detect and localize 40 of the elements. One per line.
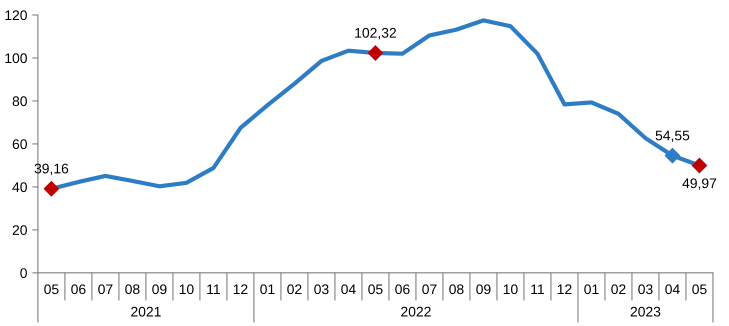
x-tick-label: 08 — [125, 284, 140, 294]
x-tick-label: 06 — [71, 284, 86, 294]
y-tick-label: 0 — [20, 268, 27, 278]
x-tick-label: 10 — [504, 284, 518, 294]
text: 2022 — [401, 306, 431, 317]
x-tick-label: 05 — [44, 284, 59, 294]
x-tick-label: 07 — [422, 284, 436, 294]
x-tick-label: 01 — [584, 284, 598, 294]
x-tick-label: 07 — [98, 284, 112, 294]
x-tick-label: 11 — [207, 284, 220, 294]
y-tick-label: 100 — [5, 53, 27, 64]
x-tick-label: 03 — [314, 284, 329, 294]
x-tick-label: 05 — [692, 284, 707, 294]
x-tick-label: 08 — [449, 284, 464, 294]
x-tick-label: 09 — [476, 284, 491, 294]
y-tick-label: 20 — [12, 225, 27, 236]
y-tick-label: 120 — [5, 10, 27, 20]
point — [664, 148, 680, 164]
y-tick-label: 80 — [12, 96, 27, 106]
x-tick-label: 04 — [665, 284, 680, 294]
y-tick-label: 60 — [12, 139, 27, 150]
text: 2023 — [630, 306, 660, 317]
x-tick-label: 03 — [638, 284, 653, 294]
x-tick-label: 05 — [368, 284, 383, 294]
x-tick-label: 11 — [531, 284, 544, 294]
data-label: 49,97 — [682, 178, 716, 190]
x-tick-label: 02 — [611, 284, 626, 294]
y-tick-label: 40 — [12, 182, 27, 192]
x-tick-label: 12 — [558, 284, 572, 294]
x-tick-label: 04 — [341, 284, 356, 294]
data-label: 54,55 — [656, 130, 690, 142]
x-tick-label: 02 — [287, 284, 302, 294]
x-tick-label: 10 — [180, 284, 194, 294]
x-tick-label: 09 — [152, 284, 166, 294]
x-tick-label: 01 — [260, 284, 274, 294]
text: 2021 — [131, 306, 161, 317]
data-label: 39,16 — [34, 164, 68, 176]
x-tick-label: 12 — [234, 284, 248, 294]
data-label: 102,32 — [355, 28, 396, 40]
x-tick-label: 06 — [395, 284, 410, 294]
